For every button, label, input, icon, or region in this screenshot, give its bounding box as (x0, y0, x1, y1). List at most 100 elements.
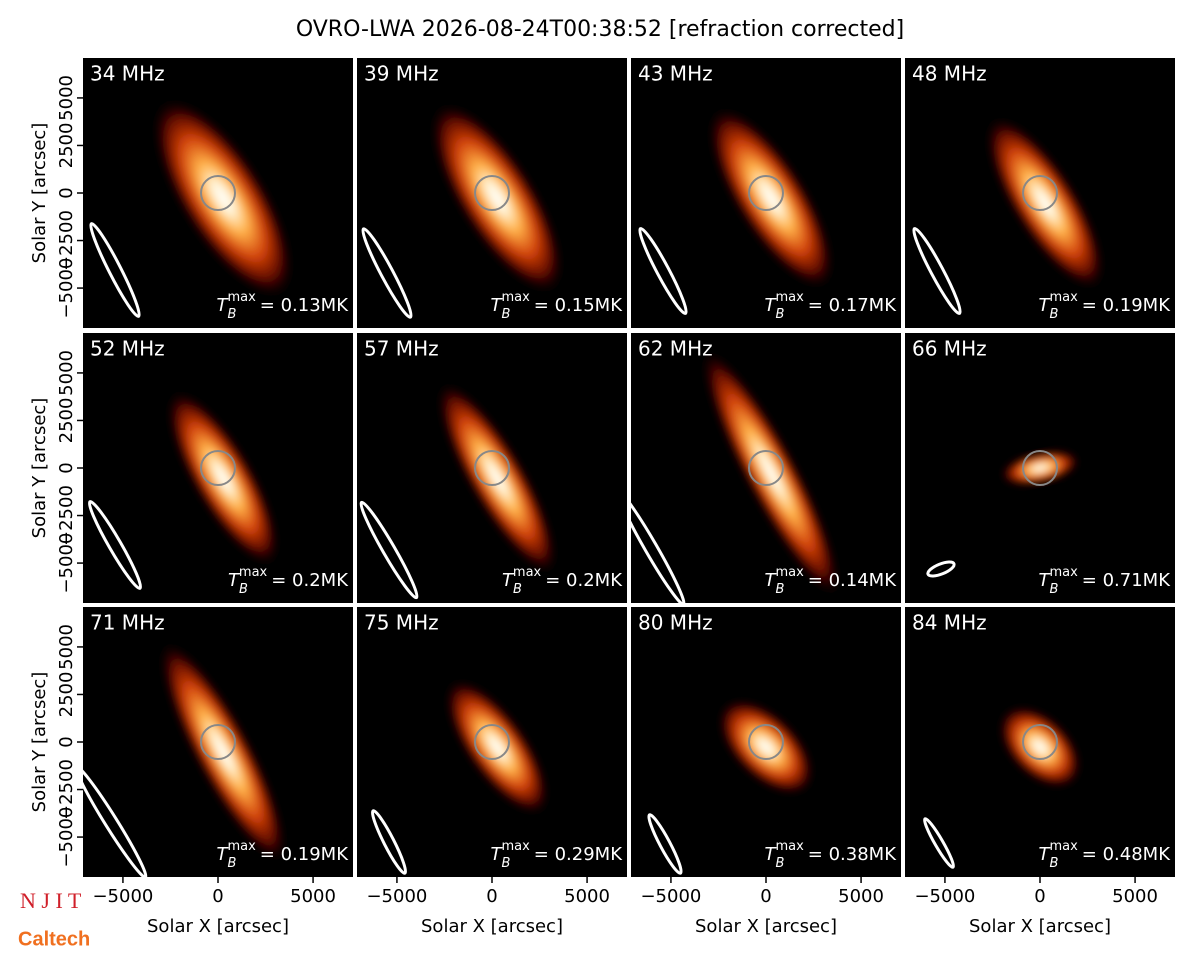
x-axis-label: Solar X [arcsec] (147, 916, 289, 937)
solar-disk (200, 724, 236, 760)
emission-blob (701, 348, 841, 598)
tmax-symbol: T (1039, 570, 1052, 591)
figure-title: OVRO-LWA 2026-08-24T00:38:52 [refraction… (296, 17, 904, 42)
y-tick-label: 5000 (56, 350, 77, 396)
x-tick-label: −5000 (366, 886, 427, 907)
emission-blob (444, 679, 550, 815)
panel: 39 MHz TBmax = 0.15MK (357, 58, 627, 328)
x-tick-label: 5000 (564, 886, 610, 907)
tmax-label: TBmax = 0.19MK (1039, 290, 1172, 322)
frequency-label: 43 MHz (638, 62, 713, 86)
emission-blob (707, 107, 835, 289)
emission-blob (1000, 450, 1080, 486)
x-tick-label: 5000 (1112, 886, 1158, 907)
emission (638, 107, 835, 315)
emission (89, 97, 294, 318)
beam (359, 500, 419, 600)
emission (87, 390, 280, 590)
frequency-label: 75 MHz (364, 611, 439, 635)
tmax-label: TBmax = 0.2MK (228, 565, 349, 597)
tmax-value: = 0.29MK (534, 844, 623, 865)
panel: 43 MHz TBmax = 0.17MK (631, 58, 901, 328)
tmax-label: TBmax = 0.17MK (765, 290, 898, 322)
tmax-sub: B (228, 307, 237, 322)
solar-disk (1022, 450, 1058, 486)
tmax-symbol: T (765, 295, 778, 316)
frequency-label: 57 MHz (364, 337, 439, 361)
tmax-symbol: T (1039, 295, 1052, 316)
emission-blob (985, 116, 1105, 290)
beam (361, 227, 413, 319)
frequency-label: 71 MHz (90, 611, 165, 635)
y-tick-label: 2500 (56, 398, 77, 444)
logo-caltech: Caltech (18, 928, 90, 950)
beam (912, 227, 962, 315)
x-tick-label: 0 (486, 886, 497, 907)
tmax-sub: B (513, 582, 522, 597)
panel: 62 MHz TBmax = 0.14MK (631, 333, 901, 603)
emission-blob (159, 640, 287, 864)
tmax-sub: B (776, 856, 785, 871)
solar-disk (200, 450, 236, 486)
y-axis-label: Solar Y [arcsec] (29, 398, 50, 539)
emission-blob (436, 381, 558, 575)
tmax-label: TBmax = 0.19MK (217, 839, 350, 871)
tmax-label: TBmax = 0.14MK (765, 565, 898, 597)
tmax-sup: max (227, 839, 256, 854)
frequency-label: 66 MHz (912, 337, 987, 361)
solar-disk (748, 450, 784, 486)
tmax-label: TBmax = 0.13MK (217, 290, 350, 322)
tmax-symbol: T (491, 844, 504, 865)
tmax-sup: max (775, 839, 804, 854)
tmax-label: TBmax = 0.71MK (1039, 565, 1172, 597)
tmax-label: TBmax = 0.48MK (1039, 839, 1172, 871)
tmax-symbol: T (502, 570, 515, 591)
tmax-sup: max (1049, 565, 1078, 580)
emission-blob (998, 705, 1082, 789)
emission (923, 705, 1082, 869)
tmax-sub: B (1050, 307, 1059, 322)
emission-blob (166, 390, 280, 566)
frequency-label: 34 MHz (90, 62, 165, 86)
y-tick-label: −5000 (56, 533, 77, 594)
tmax-value: = 0.17MK (808, 295, 897, 316)
beam (926, 560, 956, 578)
y-tick-label: 2500 (56, 123, 77, 169)
frequency-label: 48 MHz (912, 62, 987, 86)
tmax-sup: max (1049, 839, 1078, 854)
tmax-value: = 0.2MK (271, 570, 349, 591)
tmax-value: = 0.19MK (1082, 295, 1171, 316)
y-tick-label: −2500 (56, 759, 77, 820)
emission (926, 450, 1080, 578)
tmax-symbol: T (217, 295, 230, 316)
emission (361, 102, 564, 319)
tmax-value: = 0.14MK (808, 570, 897, 591)
emission (370, 679, 550, 875)
tmax-value: = 0.48MK (1082, 844, 1171, 865)
solar-disk (748, 724, 784, 760)
frequency-label: 62 MHz (638, 337, 713, 361)
frequency-label: 80 MHz (638, 611, 713, 635)
y-tick-label: −2500 (56, 210, 77, 271)
y-tick-label: 0 (56, 187, 77, 198)
beam (87, 500, 143, 590)
x-tick-label: −5000 (640, 886, 701, 907)
tmax-value: = 0.71MK (1082, 570, 1171, 591)
beam (923, 817, 955, 869)
tmax-symbol: T (217, 844, 230, 865)
logo-njit: N J I T (20, 888, 82, 913)
y-tick-label: 0 (56, 736, 77, 747)
x-tick-label: 5000 (838, 886, 884, 907)
beam (370, 809, 408, 875)
tmax-value: = 0.38MK (808, 844, 897, 865)
tmax-sub: B (1050, 582, 1059, 597)
x-tick-label: 0 (212, 886, 223, 907)
frequency-label: 84 MHz (912, 611, 987, 635)
y-tick-label: 5000 (56, 624, 77, 670)
panel: 48 MHz TBmax = 0.19MK (905, 58, 1175, 328)
solar-disk (474, 175, 510, 211)
x-axis-label: Solar X [arcsec] (969, 916, 1111, 937)
